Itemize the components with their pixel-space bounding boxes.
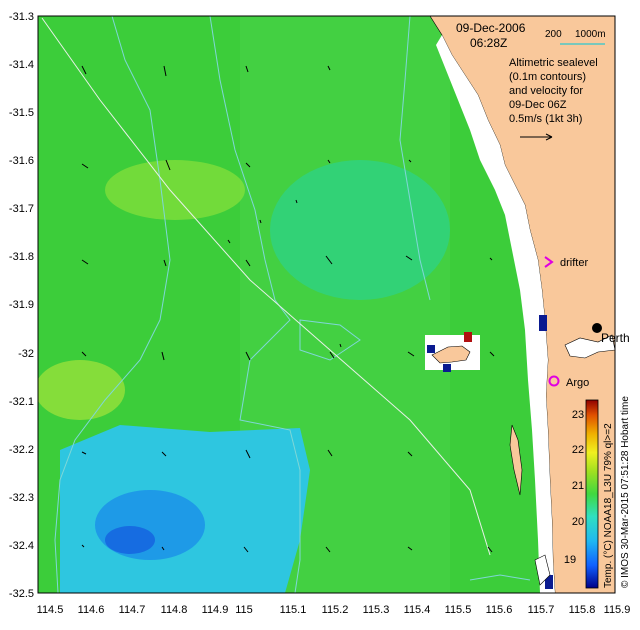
isobath-west-loop	[299, 319, 361, 361]
velocity-scale-arrow	[520, 133, 553, 141]
y-tick-label: -32.5	[9, 588, 34, 600]
colorbar-tick-label: 23	[572, 409, 584, 421]
swan-river	[564, 334, 615, 359]
plot-frame	[37, 15, 616, 594]
velocity-description: Altimetric sealevel (0.1m contours) and …	[509, 57, 598, 141]
description-line: and velocity for	[509, 85, 583, 97]
x-tick-label: 115.8	[569, 604, 596, 616]
rottnest-cold-pixel-2	[443, 364, 451, 372]
isobath-legend-1000: 1000m	[575, 29, 606, 40]
title-date: 09-Dec-2006	[456, 21, 526, 35]
x-tick-label: 115.1	[280, 604, 307, 616]
garden-island	[509, 424, 523, 496]
description-line: Altimetric sealevel	[509, 57, 598, 69]
coastal-cold-pixel-2	[545, 575, 553, 589]
sst-warm-patch-west	[38, 360, 125, 420]
x-axis-ticks: 114.5 114.6 114.7 114.8 114.9 115 115.1 …	[37, 604, 631, 616]
x-tick-label: 115	[235, 604, 253, 616]
drifter-marker: drifter	[544, 256, 588, 269]
isobath-1000m	[209, 16, 301, 593]
y-tick-label: -31.7	[9, 203, 34, 215]
perth-label: Perth	[601, 331, 630, 345]
x-tick-label: 115.5	[445, 604, 472, 616]
isobath-south-arc	[469, 574, 531, 581]
coastal-no-data-strip	[436, 35, 555, 593]
x-tick-label: 114.6	[78, 604, 105, 616]
isobath-northeast	[399, 16, 431, 301]
y-tick-label: -32.2	[9, 444, 34, 456]
x-tick-label: 115.9	[604, 604, 631, 616]
perth-dot-icon	[592, 323, 602, 333]
colorbar-source-label: Temp. (°C) NOAA18_L3U 79% ql>=2	[603, 423, 614, 588]
drifter-chevron-icon	[544, 256, 554, 268]
argo-label: Argo	[566, 377, 589, 389]
description-line: 09-Dec 06Z	[509, 99, 567, 111]
x-tick-label: 115.7	[528, 604, 555, 616]
argo-circle-icon	[548, 375, 560, 387]
x-tick-label: 115.2	[322, 604, 349, 616]
x-tick-label: 114.5	[37, 604, 64, 616]
description-line: 0.5m/s (1kt 3h)	[509, 113, 582, 125]
y-tick-label: -31.5	[9, 107, 34, 119]
velocity-arrows	[81, 65, 495, 553]
sst-cold-core-inner	[105, 526, 155, 554]
x-tick-label: 115.4	[404, 604, 431, 616]
peel-inlet	[534, 554, 551, 586]
x-tick-label: 115.6	[486, 604, 513, 616]
perth-marker: Perth	[592, 323, 630, 345]
x-tick-label: 114.9	[202, 604, 229, 616]
x-tick-label: 114.7	[119, 604, 146, 616]
colorbar-tick-label: 22	[572, 444, 584, 456]
map-area	[38, 16, 615, 593]
rottnest-island	[431, 345, 471, 364]
colorbar-tick-label: 20	[572, 516, 584, 528]
colorbar-tick-label: 21	[572, 480, 584, 492]
isobath-legend-200: 200	[545, 29, 562, 40]
x-tick-label: 114.8	[161, 604, 188, 616]
colorbar: 19 20 21 22 23	[564, 399, 599, 589]
sst-warm-patch-north	[105, 160, 245, 220]
y-tick-label: -31.3	[9, 11, 34, 23]
isobath-200m	[54, 16, 171, 593]
sst-cold-core	[95, 490, 205, 560]
colorbar-tick-label: 19	[564, 554, 576, 566]
coastal-cold-pixel-1	[539, 315, 547, 331]
y-tick-label: -31.6	[9, 155, 34, 167]
y-tick-label: -32.1	[9, 396, 34, 408]
rottnest-cold-pixel-1	[427, 345, 435, 353]
credit-label: © IMOS 30-Mar-2015 07:51:28 Hobart time	[620, 396, 631, 588]
title-time: 06:28Z	[470, 36, 507, 50]
drifter-label: drifter	[560, 257, 588, 269]
colorbar-fill	[585, 399, 599, 589]
y-tick-label: -32	[18, 348, 34, 360]
rottnest-hot-pixel	[464, 332, 472, 342]
argo-marker: Argo	[548, 375, 589, 389]
y-tick-label: -31.9	[9, 299, 34, 311]
y-tick-label: -31.4	[9, 59, 34, 71]
isobath-legend: 200 1000m	[545, 29, 606, 45]
y-tick-label: -32.3	[9, 492, 34, 504]
x-tick-label: 115.3	[363, 604, 390, 616]
sst-cool-eddy-east	[270, 160, 450, 300]
y-tick-label: -32.4	[9, 540, 34, 552]
drifter-track	[41, 17, 491, 556]
description-line: (0.1m contours)	[509, 71, 586, 83]
y-tick-label: -31.8	[9, 251, 34, 263]
y-axis-ticks: -31.3 -31.4 -31.5 -31.6 -31.7 -31.8 -31.…	[9, 11, 34, 600]
